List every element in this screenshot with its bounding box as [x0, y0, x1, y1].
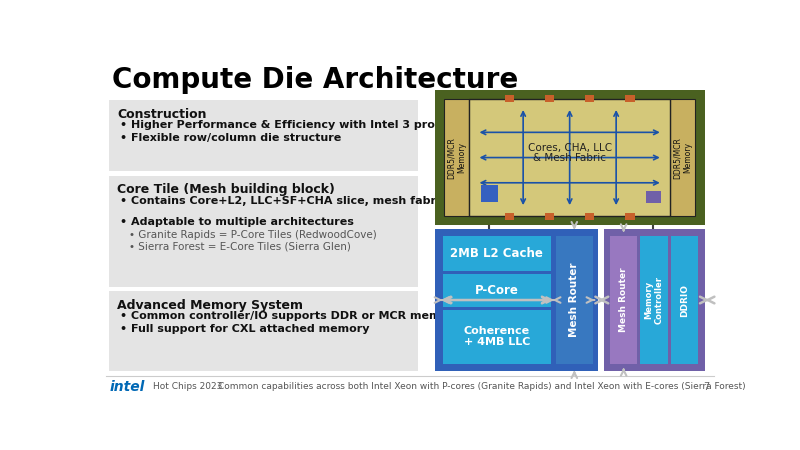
Text: intel: intel — [110, 380, 145, 394]
Bar — [598, 229, 604, 371]
Bar — [110, 176, 418, 287]
Bar — [585, 213, 594, 220]
Text: & Mesh Fabric: & Mesh Fabric — [533, 153, 606, 163]
Text: • Full support for CXL attached memory: • Full support for CXL attached memory — [120, 324, 370, 333]
Text: Construction: Construction — [117, 108, 206, 121]
Bar — [481, 185, 498, 202]
Text: Core Tile (Mesh building block): Core Tile (Mesh building block) — [117, 183, 335, 196]
Text: DDR5/MCR
Memory: DDR5/MCR Memory — [673, 137, 693, 179]
Text: • Adaptable to multiple architectures: • Adaptable to multiple architectures — [120, 217, 354, 227]
Text: Common capabilities across both Intel Xeon with P-cores (Granite Rapids) and Int: Common capabilities across both Intel Xe… — [218, 382, 746, 391]
Text: DDRIO: DDRIO — [680, 284, 689, 316]
Text: • Common controller/IO supports DDR or MCR memory: • Common controller/IO supports DDR or M… — [120, 311, 461, 321]
Bar — [641, 237, 668, 364]
Text: Mesh Router: Mesh Router — [570, 263, 579, 337]
Text: Coherence
+ 4MB LLC: Coherence + 4MB LLC — [464, 326, 530, 347]
Text: • Contains Core+L2, LLC+SF+CHA slice, mesh fabric interface: • Contains Core+L2, LLC+SF+CHA slice, me… — [120, 196, 507, 206]
Bar — [585, 95, 594, 102]
Bar — [505, 213, 514, 220]
Text: • Sierra Forest = E-Core Tiles (Sierra Glen): • Sierra Forest = E-Core Tiles (Sierra G… — [130, 241, 351, 251]
Text: • Granite Rapids = P-Core Tiles (RedwoodCove): • Granite Rapids = P-Core Tiles (Redwood… — [130, 230, 378, 239]
Text: Hot Chips 2023: Hot Chips 2023 — [153, 382, 222, 391]
Text: • Flexible row/column die structure: • Flexible row/column die structure — [120, 133, 342, 143]
Text: Mesh Router: Mesh Router — [619, 268, 628, 333]
Bar — [110, 291, 418, 371]
Bar — [545, 95, 554, 102]
Bar — [435, 90, 705, 225]
Bar — [671, 237, 698, 364]
Bar — [556, 237, 593, 364]
Text: DDR5/MCR
Memory: DDR5/MCR Memory — [446, 137, 466, 179]
Bar — [469, 99, 670, 216]
Bar — [442, 274, 551, 306]
Text: Advanced Memory System: Advanced Memory System — [117, 299, 303, 312]
Bar — [435, 229, 598, 371]
Text: Cores, CHA, LLC: Cores, CHA, LLC — [527, 143, 612, 153]
Bar — [505, 95, 514, 102]
Bar — [604, 229, 705, 371]
Bar — [670, 99, 695, 216]
Text: 2MB L2 Cache: 2MB L2 Cache — [450, 248, 543, 260]
Bar — [110, 100, 418, 171]
Bar — [626, 213, 634, 220]
Bar — [442, 310, 551, 364]
Text: Compute Die Architecture: Compute Die Architecture — [112, 66, 518, 94]
Bar — [545, 213, 554, 220]
Bar — [610, 237, 638, 364]
Text: Memory
Controller: Memory Controller — [645, 276, 664, 324]
Bar — [646, 191, 661, 203]
Text: P-Core: P-Core — [475, 284, 518, 297]
Text: 7: 7 — [704, 382, 710, 392]
Bar — [444, 99, 469, 216]
Bar — [442, 237, 551, 271]
Bar — [626, 95, 634, 102]
Text: • Higher Performance & Efficiency with Intel 3 process: • Higher Performance & Efficiency with I… — [120, 120, 462, 130]
